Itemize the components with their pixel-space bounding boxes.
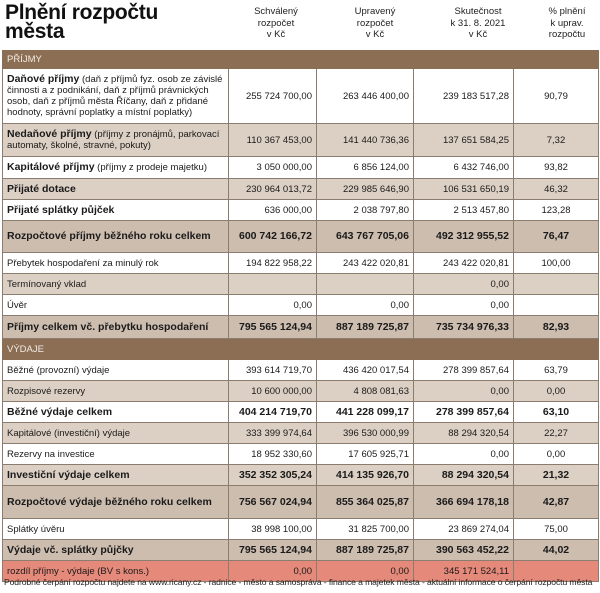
row-label: Přijaté dotace <box>2 178 229 200</box>
table-row: Rezervy na investice 18 952 330,60 17 60… <box>2 443 600 465</box>
row-label: Kapitálové příjmy (příjmy z prodeje maje… <box>2 156 229 179</box>
column-header-approved: Schválený rozpočet v Kč <box>254 6 298 40</box>
row-label: Rezervy na investice <box>2 443 229 465</box>
row-label: Přijaté splátky půjček <box>2 199 229 221</box>
column-header-actual: Skutečnost k 31. 8. 2021 v Kč <box>450 6 506 40</box>
title-line-1: Plnění rozpočtu <box>5 1 159 24</box>
row-label: Rozpočtové výdaje běžného roku celkem <box>2 485 229 519</box>
row-label: Běžné (provozní) výdaje <box>2 359 229 381</box>
row-label: Investiční výdaje celkem <box>2 464 229 486</box>
table-row: Daňové příjmy (daň z příjmů fyz. osob ze… <box>2 68 600 124</box>
table-row: Termínovaný vklad 0,00 <box>2 273 600 295</box>
row-label: Příjmy celkem vč. přebytku hospodaření <box>2 315 229 339</box>
budget-table: PŘÍJMY Daňové příjmy (daň z příjmů fyz. … <box>1 50 600 582</box>
table-row-total: Rozpočtové výdaje běžného roku celkem 75… <box>2 485 600 519</box>
table-row: Úvěr 0,00 0,00 0,00 <box>2 294 600 316</box>
section-header-income: PŘÍJMY <box>1 50 600 69</box>
table-row: Nedaňové příjmy (příjmy z pronájmů, park… <box>2 123 600 157</box>
table-row: Přebytek hospodaření za minulý rok 194 8… <box>2 252 600 274</box>
row-label: Splátky úvěru <box>2 518 229 540</box>
row-label: rozdíl příjmy - výdaje (BV s kons.) <box>2 560 229 582</box>
table-row: Přijaté splátky půjček 636 000,00 2 038 … <box>2 199 600 221</box>
row-label: Daňové příjmy (daň z příjmů fyz. osob ze… <box>2 68 229 124</box>
row-label: Nedaňové příjmy (příjmy z pronájmů, park… <box>2 123 229 157</box>
table-row-difference: rozdíl příjmy - výdaje (BV s kons.) 0,00… <box>2 560 600 582</box>
table-row-total: Běžné výdaje celkem 404 214 719,70 441 2… <box>2 401 600 423</box>
table-row: Přijaté dotace 230 964 013,72 229 985 64… <box>2 178 600 200</box>
row-label: Úvěr <box>2 294 229 316</box>
row-label: Termínovaný vklad <box>2 273 229 295</box>
table-row: Kapitálové (investiční) výdaje 333 399 9… <box>2 422 600 444</box>
footer-note: Podrobné čerpání rozpočtu najdete na www… <box>4 577 593 587</box>
column-header-adjusted: Upravený rozpočet v Kč <box>354 6 396 40</box>
title-line-2: města <box>5 20 65 43</box>
row-label: Výdaje vč. splátky půjčky <box>2 539 229 561</box>
row-label: Přebytek hospodaření za minulý rok <box>2 252 229 274</box>
table-row-total: Rozpočtové příjmy běžného roku celkem 60… <box>2 220 600 253</box>
column-header-percent: % plnění k uprav. rozpočtu <box>548 6 586 40</box>
page-title: Plnění rozpočtu města <box>5 1 159 43</box>
table-row: Splátky úvěru 38 998 100,00 31 825 700,0… <box>2 518 600 540</box>
row-label: Běžné výdaje celkem <box>2 401 229 423</box>
table-row-total: Investiční výdaje celkem 352 352 305,24 … <box>2 464 600 486</box>
row-label: Kapitálové (investiční) výdaje <box>2 422 229 444</box>
table-row-total: Příjmy celkem vč. přebytku hospodaření 7… <box>2 315 600 339</box>
section-header-expenses: VÝDAJE <box>1 338 600 360</box>
table-row: Běžné (provozní) výdaje 393 614 719,70 4… <box>2 359 600 381</box>
row-label: Rozpisové rezervy <box>2 380 229 402</box>
table-row-total: Výdaje vč. splátky půjčky 795 565 124,94… <box>2 539 600 561</box>
table-row: Kapitálové příjmy (příjmy z prodeje maje… <box>2 156 600 179</box>
row-label: Rozpočtové příjmy běžného roku celkem <box>2 220 229 253</box>
table-row: Rozpisové rezervy 10 600 000,00 4 808 08… <box>2 380 600 402</box>
